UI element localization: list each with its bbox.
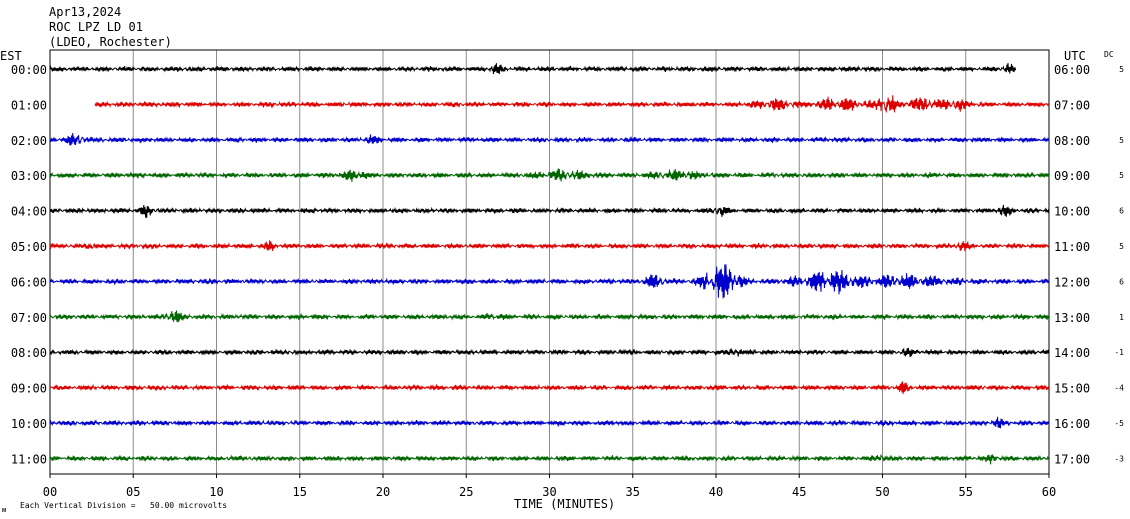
utc-label-0900: 09:00 bbox=[1054, 169, 1090, 183]
x-tick-labels: 00 05 10 15 20 25 30 35 40 45 50 55 60 bbox=[43, 474, 1056, 499]
x-tick-label-00: 00 bbox=[43, 485, 57, 499]
dc-value-4: 6 bbox=[1119, 207, 1124, 216]
trace-0800 bbox=[49, 347, 1050, 358]
x-tick-label-10: 10 bbox=[209, 485, 223, 499]
x-tick-label-05: 05 bbox=[126, 485, 140, 499]
x-tick-label-25: 25 bbox=[459, 485, 473, 499]
utc-label-1500: 15:00 bbox=[1054, 382, 1090, 396]
x-axis-label: TIME (MINUTES) bbox=[514, 497, 615, 511]
est-label-0900: 09:00 bbox=[11, 382, 47, 396]
utc-label-1700: 17:00 bbox=[1054, 452, 1090, 466]
utc-label-1000: 10:00 bbox=[1054, 205, 1090, 219]
dc-value-0: 5 bbox=[1119, 65, 1124, 74]
header-station: ROC LPZ LD 01 bbox=[49, 20, 143, 34]
dc-value-6: 6 bbox=[1119, 277, 1124, 286]
est-label-0800: 08:00 bbox=[11, 346, 47, 360]
est-label-1100: 11:00 bbox=[11, 452, 47, 466]
x-tick-label-40: 40 bbox=[709, 485, 723, 499]
dc-axis-label: DC bbox=[1104, 50, 1114, 59]
trace-group bbox=[49, 62, 1050, 465]
dc-value-2: 5 bbox=[1119, 136, 1124, 145]
est-axis-label: EST bbox=[0, 49, 22, 63]
trace-1000 bbox=[49, 416, 1050, 429]
utc-axis-label: UTC bbox=[1064, 49, 1086, 63]
est-label-0400: 04:00 bbox=[11, 205, 47, 219]
utc-label-1300: 13:00 bbox=[1054, 311, 1090, 325]
x-tick-label-55: 55 bbox=[959, 485, 973, 499]
est-label-0300: 03:00 bbox=[11, 169, 47, 183]
trace-0400 bbox=[49, 204, 1050, 219]
dc-value-11: -3 bbox=[1114, 454, 1124, 463]
utc-label-1600: 16:00 bbox=[1054, 417, 1090, 431]
utc-labels: 06:00 07:00 08:00 09:00 10:00 11:00 12:00 13:00… bbox=[1054, 63, 1090, 466]
est-label-1000: 10:00 bbox=[11, 417, 47, 431]
dc-value-9: -4 bbox=[1114, 384, 1124, 393]
x-tick-label-15: 15 bbox=[293, 485, 307, 499]
utc-label-1100: 11:00 bbox=[1054, 240, 1090, 254]
x-tick-label-30: 30 bbox=[542, 485, 556, 499]
x-tick-label-20: 20 bbox=[376, 485, 390, 499]
est-label-0700: 07:00 bbox=[11, 311, 47, 325]
utc-label-1200: 12:00 bbox=[1054, 275, 1090, 289]
est-label-0600: 06:00 bbox=[11, 275, 47, 289]
est-labels: 00:00 01:00 02:00 03:00 04:00 05:00 06:00 07:00… bbox=[11, 63, 47, 466]
dc-labels: 5 5 5 6 5 6 1 -1 -4 -5 -3 bbox=[1114, 65, 1124, 463]
dc-value-8: -1 bbox=[1114, 348, 1124, 357]
dc-value-7: 1 bbox=[1119, 313, 1124, 322]
grid-lines bbox=[132, 50, 967, 474]
utc-label-0600: 06:00 bbox=[1054, 63, 1090, 77]
x-tick-label-45: 45 bbox=[792, 485, 806, 499]
dc-value-10: -5 bbox=[1114, 419, 1124, 428]
trace-0700 bbox=[49, 310, 1050, 323]
footer-mark: ᴍ bbox=[2, 506, 6, 514]
utc-label-0800: 08:00 bbox=[1054, 134, 1090, 148]
trace-1100 bbox=[49, 453, 1050, 465]
x-tick-label-50: 50 bbox=[875, 485, 889, 499]
x-tick-label-35: 35 bbox=[626, 485, 640, 499]
dc-value-5: 5 bbox=[1119, 242, 1124, 251]
trace-0100 bbox=[94, 95, 1050, 113]
est-label-0100: 01:00 bbox=[11, 98, 47, 112]
trace-0200 bbox=[49, 132, 1050, 146]
dc-value-3: 5 bbox=[1119, 171, 1124, 180]
utc-label-1400: 14:00 bbox=[1054, 346, 1090, 360]
header-network: (LDEO, Rochester) bbox=[49, 35, 172, 49]
utc-label-0700: 07:00 bbox=[1054, 98, 1090, 112]
est-label-0200: 02:00 bbox=[11, 134, 47, 148]
est-label-0500: 05:00 bbox=[11, 240, 47, 254]
footer-scale: Each Vertical Division = 50.00 microvolt… bbox=[20, 501, 227, 510]
est-label-0000: 00:00 bbox=[11, 63, 47, 77]
x-tick-label-60: 60 bbox=[1042, 485, 1056, 499]
trace-0500 bbox=[49, 240, 1050, 252]
trace-0000 bbox=[49, 62, 1017, 75]
trace-0900 bbox=[50, 381, 1050, 395]
trace-0300 bbox=[49, 168, 1050, 182]
header-date: Apr13,2024 bbox=[49, 5, 122, 19]
trace-0600 bbox=[49, 264, 1050, 299]
